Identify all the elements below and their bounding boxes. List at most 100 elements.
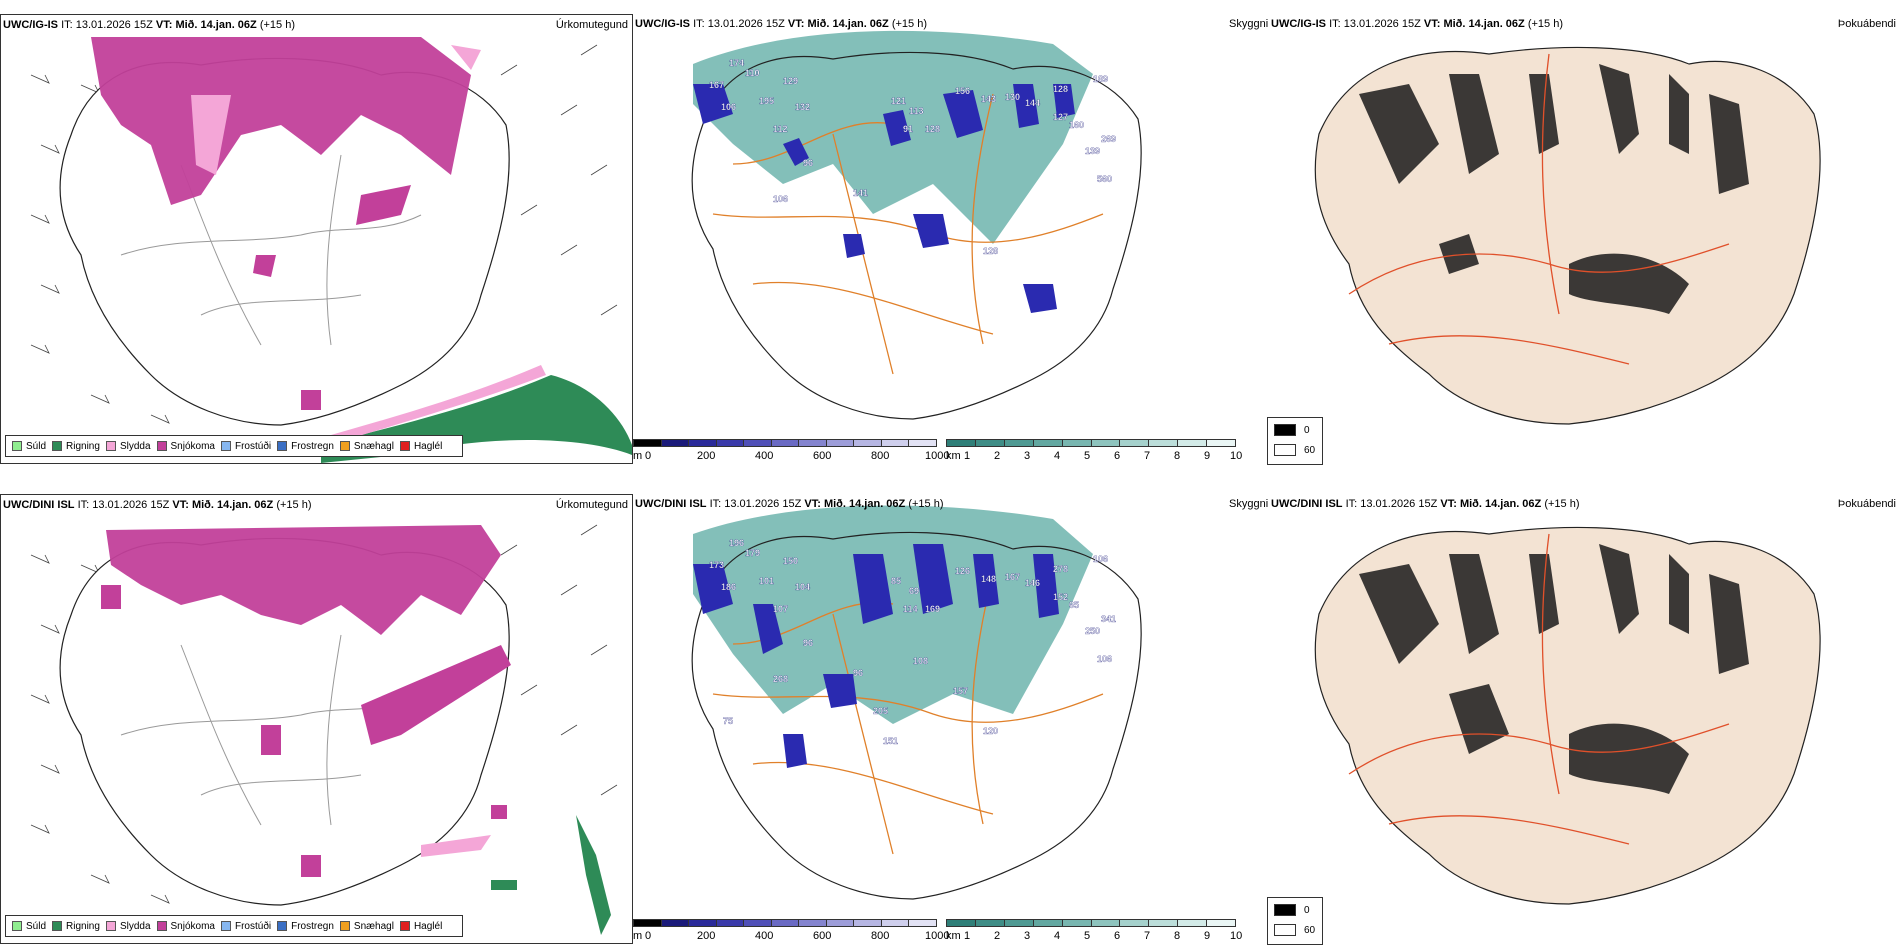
roads-lines (1348, 533, 1730, 845)
legend-swatch (277, 921, 288, 931)
iceland-outline (691, 51, 1142, 420)
ceiling-label: 96 (803, 638, 813, 648)
precip-legend-row2: Súld Rigning Slydda Snjókoma Frostúði Fr… (5, 915, 463, 937)
precip-header-row2: UWC/DINI ISL IT: 13.01.2026 15Z VT: Mið.… (3, 499, 312, 511)
rain-band (491, 815, 611, 935)
ceiling-label: 69 (909, 586, 919, 596)
ceiling-label: 127 (1053, 112, 1068, 122)
ceiling-label: 186 (721, 582, 736, 592)
ceiling-label: 110 (745, 68, 760, 78)
ceiling-areas (693, 84, 1075, 313)
ceiling-label: 189 (1093, 74, 1108, 84)
ceiling-label: 126 (955, 566, 970, 576)
ceiling-label: 152 (1053, 592, 1068, 602)
fog-title-row1: Þokuábendi (1837, 18, 1896, 30)
legend-item-hail: Haglél (399, 441, 442, 452)
vis-ticks-row2: km 1 2 3 4 5 6 7 8 9 10 (946, 930, 1243, 942)
legend-item-rain: Rigning (52, 921, 100, 932)
iceland-outline (691, 531, 1142, 900)
ceiling-label: 106 (1097, 654, 1112, 664)
legend-item-snow: Snjókoma (156, 441, 215, 452)
ceiling-label: 169 (925, 604, 940, 614)
legend-swatch (339, 441, 350, 451)
fog-dark-areas (1359, 64, 1749, 314)
ceiling-label: 179 (745, 548, 760, 558)
legend-swatch (12, 921, 22, 931)
legend-swatch (220, 441, 231, 451)
sleet-band (421, 835, 491, 857)
legend-swatch (399, 441, 410, 451)
precip-title-row2: Úrkomutegund (555, 499, 628, 511)
fog-map-row1: UWC/IG-IS IT: 13.01.2026 15Z VT: Mið. 14… (1269, 14, 1900, 434)
ceiling-label: 128 (1053, 84, 1068, 94)
ceiling-label: 250 (1085, 626, 1100, 636)
legend-item-freezing-rain: Frostregn (277, 921, 334, 932)
ceiling-label: 104 (795, 582, 810, 592)
precip-legend-row1: Súld Rigning Slydda Snjókoma Frostúði Fr… (5, 435, 463, 457)
visibility-header-row1: UWC/IG-IS IT: 13.01.2026 15Z VT: Mið. 14… (635, 18, 927, 30)
ceiling-label: 85 (891, 576, 901, 586)
precip-map-row1: UWC/IG-IS IT: 13.01.2026 15Z VT: Mið. 14… (0, 14, 633, 464)
ceiling-label: 75 (723, 716, 733, 726)
legend-swatch (277, 441, 288, 451)
legend-item-drizzle: Súld (12, 921, 46, 932)
snow-area (106, 525, 501, 635)
vis-low-area (693, 505, 1093, 724)
vis-colorbar-row2 (946, 919, 1236, 927)
ceiling-label: 101 (759, 576, 774, 586)
precip-title-row1: Úrkomutegund (555, 19, 628, 31)
fog-legend-row2: 0 60 (1267, 897, 1323, 945)
legend-swatch (156, 921, 167, 931)
ceiling-label: 196 (729, 538, 744, 548)
legend-item-snow-pellets: Snæhagl (339, 441, 394, 452)
ceiling-label: 106 (773, 194, 788, 204)
ceiling-label: 132 (795, 102, 810, 112)
legend-swatch (52, 921, 63, 931)
ceiling-label: 108 (913, 656, 928, 666)
ceiling-label: 173 (709, 560, 724, 570)
vis-colorbar-row1 (946, 439, 1236, 447)
ceiling-label: 107 (773, 604, 788, 614)
ceiling-label: 157 (953, 686, 968, 696)
ceiling-label: 151 (883, 736, 898, 746)
ceiling-label: 106 (721, 102, 736, 112)
visibility-map-row1: 174 110 129 167 106 195 132 112 96 106 141 121 113 91… (633, 14, 1323, 465)
legend-swatch (105, 921, 116, 931)
legend-item-freezing-rain: Frostregn (277, 441, 334, 452)
ceiling-ticks-row2: m 0 200 400 600 800 1000 (633, 930, 950, 942)
ceiling-label: 112 (773, 124, 788, 134)
fog-dark-areas (1359, 544, 1749, 794)
visibility-header-row2: UWC/DINI ISL IT: 13.01.2026 15Z VT: Mið.… (635, 498, 944, 510)
ceiling-label: 167 (709, 80, 724, 90)
ceiling-label: 160 (1069, 120, 1084, 130)
ceiling-label: 96 (853, 668, 863, 678)
ceiling-label: 130 (1005, 92, 1020, 102)
sleet-band (331, 365, 546, 443)
legend-item-drizzle: Súld (12, 441, 46, 452)
legend-item-freezing-drizzle: Frostúði (220, 921, 271, 932)
ceiling-colorbar-row2 (633, 919, 937, 927)
ceiling-label: 143 (981, 94, 996, 104)
roads-lines (120, 154, 422, 346)
vis-ticks-row1: km 1 2 3 4 5 6 7 8 9 10 (946, 450, 1243, 462)
ceiling-colorbar-row1 (633, 439, 937, 447)
ceiling-label: 278 (1053, 564, 1068, 574)
snow-band (361, 645, 511, 745)
snow-small (253, 185, 411, 410)
visibility-map-row2: 196 179 150 173 186 101 104 107 96 268 96 85 69 114 16… (633, 494, 1323, 945)
legend-swatch (339, 921, 350, 931)
ceiling-label: 65 (1069, 600, 1079, 610)
ceiling-label: 167 (1005, 572, 1020, 582)
ceiling-label: 120 (983, 726, 998, 736)
snow-area (91, 37, 471, 205)
ceiling-label: 129 (783, 76, 798, 86)
ceiling-label: 144 (1025, 98, 1040, 108)
ceiling-label: 148 (981, 574, 996, 584)
legend-item-freezing-drizzle: Frostúði (220, 441, 271, 452)
ceiling-label: 139 (1085, 146, 1100, 156)
ceiling-label: 96 (803, 158, 813, 168)
legend-swatch (105, 441, 116, 451)
fog-map-row2: UWC/DINI ISL IT: 13.01.2026 15Z VT: Mið.… (1269, 494, 1900, 914)
